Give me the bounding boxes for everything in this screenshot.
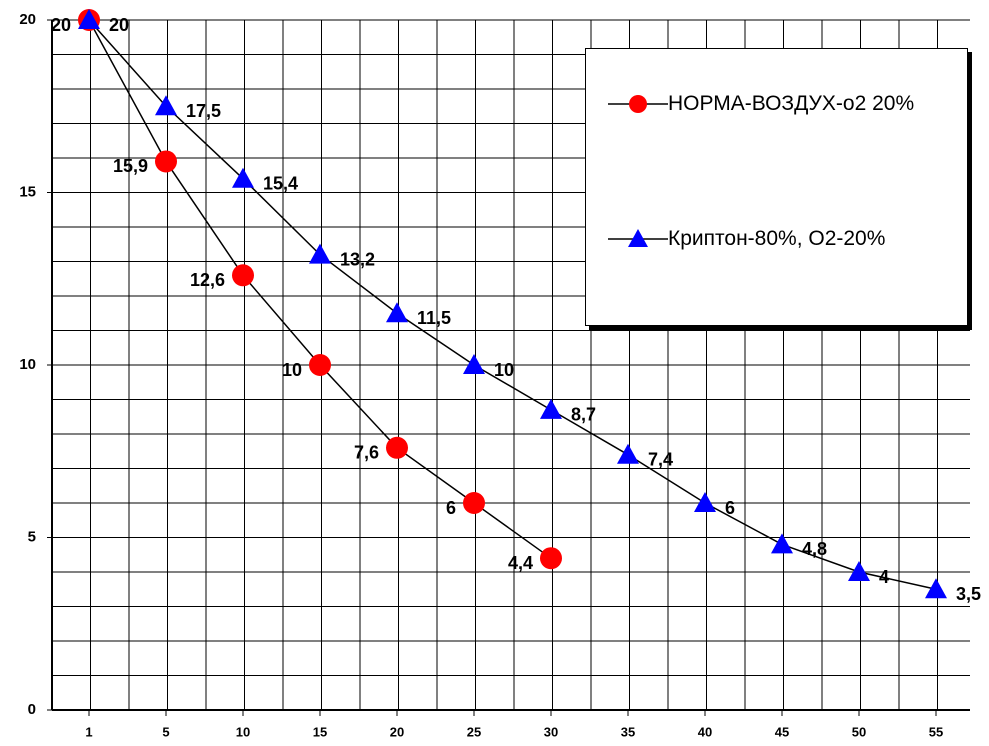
marker xyxy=(694,492,716,512)
data-label: 11,5 xyxy=(417,308,451,328)
x-tick-label: 20 xyxy=(390,724,404,739)
marker xyxy=(617,443,639,464)
series-line xyxy=(88,19,552,559)
data-label: 12,6 xyxy=(190,270,225,290)
marker xyxy=(386,302,408,323)
marker xyxy=(78,9,100,29)
legend-icon xyxy=(608,229,668,247)
marker xyxy=(540,547,562,570)
legend-label: Криптон-80%, О2-20% xyxy=(668,227,886,250)
x-tick-label: 30 xyxy=(544,724,558,739)
marker xyxy=(309,354,331,376)
data-label: 3,5 xyxy=(956,584,981,604)
data-label: 15,4 xyxy=(263,173,298,193)
data-label: 7,6 xyxy=(354,443,379,463)
marker xyxy=(848,561,870,581)
marker xyxy=(771,533,793,554)
data-label: 6 xyxy=(446,498,456,518)
y-tick-label: 15 xyxy=(19,183,36,200)
data-label: 10 xyxy=(494,360,514,380)
x-tick-label: 35 xyxy=(621,724,635,739)
x-tick-label: 55 xyxy=(929,724,943,739)
data-label: 17,5 xyxy=(186,101,221,121)
legend-marker xyxy=(628,229,648,247)
marker xyxy=(386,436,408,459)
x-tick-label: 25 xyxy=(467,724,481,739)
data-label: 10 xyxy=(282,360,302,380)
legend-entry: Криптон-80%, О2-20% xyxy=(608,224,958,254)
x-tick-label: 40 xyxy=(698,724,712,739)
marker xyxy=(309,243,331,264)
x-tick-label: 45 xyxy=(775,724,789,739)
marker xyxy=(155,150,177,173)
x-tick-label: 15 xyxy=(313,724,327,739)
x-tick-label: 5 xyxy=(162,724,169,739)
data-label: 8,7 xyxy=(571,405,596,425)
x-tick-label: 50 xyxy=(852,724,866,739)
data-label: 4,4 xyxy=(508,553,533,573)
data-label: 7,4 xyxy=(648,449,673,469)
legend: НОРМА-ВОЗДУХ-о2 20% Криптон-80%, О2-20% xyxy=(585,48,968,326)
data-label: 20 xyxy=(109,15,129,35)
legend-icon xyxy=(608,95,668,113)
x-tick-label: 1 xyxy=(85,724,92,739)
data-label: 15,9 xyxy=(113,156,148,176)
data-label: 13,2 xyxy=(340,249,375,269)
data-label: 4 xyxy=(879,567,889,587)
marker xyxy=(232,264,254,287)
data-label: 20 xyxy=(51,15,71,35)
data-label: 4,8 xyxy=(802,539,827,559)
marker xyxy=(463,354,485,374)
x-tick-label: 10 xyxy=(236,724,250,739)
legend-entry: НОРМА-ВОЗДУХ-о2 20% xyxy=(608,89,958,119)
legend-label: НОРМА-ВОЗДУХ-о2 20% xyxy=(668,92,915,115)
y-tick-label: 0 xyxy=(28,701,36,718)
y-tick-label: 10 xyxy=(19,356,36,373)
legend-marker xyxy=(629,95,647,113)
marker xyxy=(463,492,485,514)
y-tick-label: 5 xyxy=(28,528,36,545)
series-line xyxy=(88,19,937,590)
y-tick-label: 20 xyxy=(19,11,36,28)
marker xyxy=(925,578,947,599)
marker xyxy=(155,95,177,116)
data-label: 6 xyxy=(725,498,735,518)
marker xyxy=(232,167,254,188)
marker xyxy=(540,398,562,419)
